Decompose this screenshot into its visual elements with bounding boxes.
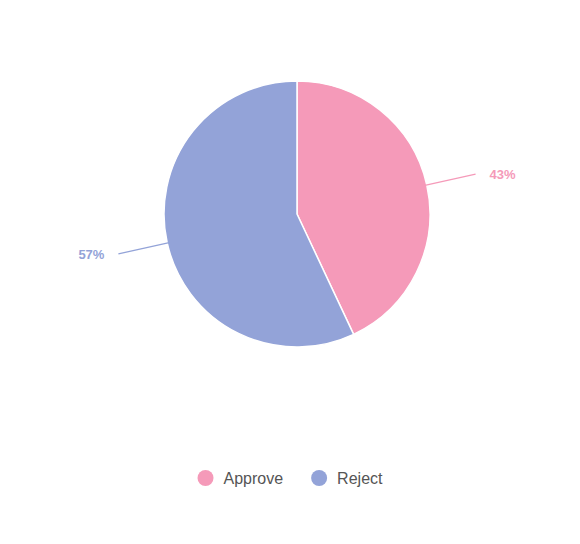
slices bbox=[164, 81, 430, 347]
leader-line bbox=[425, 174, 476, 185]
legend-label: Reject bbox=[337, 470, 383, 487]
leader-line bbox=[118, 243, 169, 254]
data-label: 57% bbox=[78, 247, 104, 262]
legend-item: Reject bbox=[311, 470, 383, 487]
data-label: 43% bbox=[490, 167, 516, 182]
legend-marker bbox=[198, 470, 214, 486]
legend-label: Approve bbox=[224, 470, 284, 487]
data-labels: 43% 57% bbox=[78, 167, 516, 262]
legend-marker bbox=[311, 470, 327, 486]
pie-slice bbox=[164, 81, 354, 347]
legend: Approve Reject bbox=[198, 470, 384, 487]
chart: 43% 57% Approve Reject bbox=[0, 0, 580, 544]
legend-item: Approve bbox=[198, 470, 284, 487]
